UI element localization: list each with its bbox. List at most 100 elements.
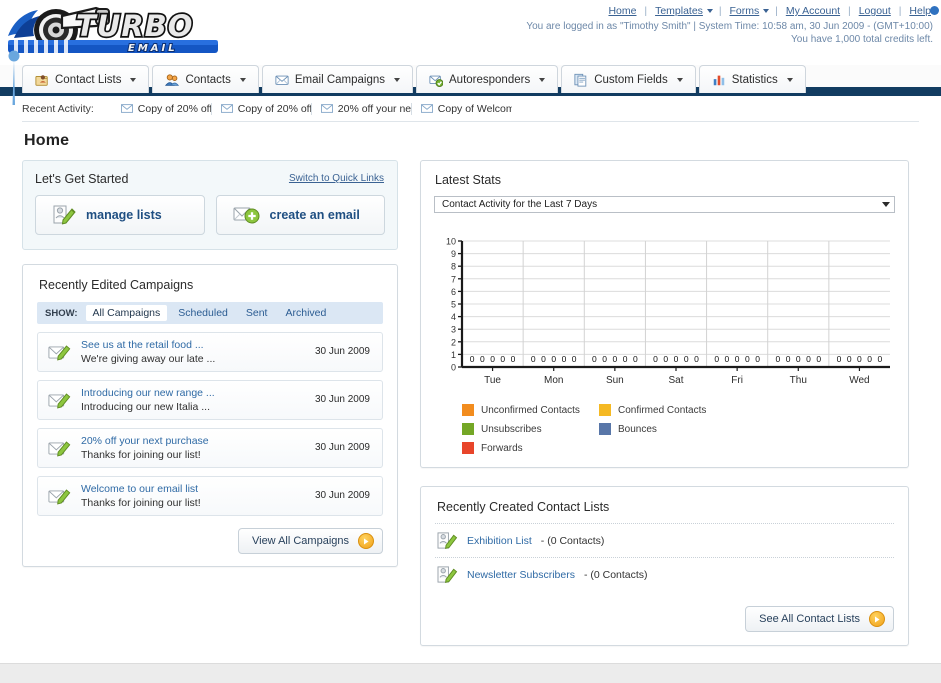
legend-swatch-3: [599, 423, 611, 435]
recent-activity-bar: Recent Activity: Copy of 20% off yc Copy…: [0, 96, 941, 121]
header-link-2[interactable]: Forms: [728, 5, 770, 17]
svg-text:0: 0: [562, 354, 567, 364]
svg-text:0: 0: [500, 354, 505, 364]
campaign-date: 30 Jun 2009: [314, 490, 370, 501]
svg-text:0: 0: [775, 354, 780, 364]
nav-item-email-campaigns[interactable]: Email Campaigns: [261, 65, 413, 93]
nav-item-contacts[interactable]: Contacts: [152, 65, 259, 93]
help-dot-icon: [930, 6, 939, 15]
header-divider: |: [898, 5, 902, 17]
chevron-down-icon: [394, 77, 400, 82]
campaign-filter-bar: SHOW: All Campaigns Scheduled Sent Archi…: [37, 302, 383, 324]
campaign-title[interactable]: Welcome to our email list: [81, 483, 199, 495]
campaign-title[interactable]: 20% off your next purchase: [81, 435, 209, 447]
chevron-down-icon: [539, 77, 546, 82]
contact-list-name[interactable]: Exhibition List: [467, 534, 532, 547]
campaign-title[interactable]: Introducing our new range ...: [81, 387, 215, 399]
svg-text:0: 0: [837, 354, 842, 364]
svg-text:0: 0: [612, 354, 617, 364]
chevron-down-icon: [706, 8, 713, 13]
svg-text:0: 0: [786, 354, 791, 364]
login-status-text: You are logged in as "Timothy Smith" | S…: [526, 21, 933, 32]
svg-text:0: 0: [867, 354, 872, 364]
campaign-date: 30 Jun 2009: [314, 394, 370, 405]
legend-swatch-1: [599, 404, 611, 416]
header-link-3[interactable]: My Account: [785, 5, 841, 17]
view-all-campaigns-label: View All Campaigns: [251, 535, 349, 547]
svg-text:0: 0: [451, 363, 456, 373]
app-header: TURBO EMAIL Home | Templates | Forms | M…: [0, 0, 941, 65]
nav-item-custom-fields[interactable]: Custom Fields: [561, 65, 696, 93]
campaign-subtitle: Thanks for joining our list!: [81, 449, 201, 461]
svg-text:0: 0: [663, 354, 668, 364]
main-navigation: Contact Lists Contacts Email Campaigns: [0, 65, 941, 96]
nav-item-autoresponders[interactable]: Autoresponders: [416, 65, 559, 93]
bar-chart-icon: [713, 75, 724, 85]
contact-list-name[interactable]: Newsletter Subscribers: [467, 568, 575, 581]
svg-text:9: 9: [451, 249, 456, 259]
legend-label: Forwards: [481, 442, 523, 454]
recent-campaigns-panel: Recently Edited Campaigns SHOW: All Camp…: [22, 264, 398, 567]
nav-item-contact-lists[interactable]: Contact Lists: [22, 65, 150, 93]
switch-to-quick-links-link[interactable]: Switch to Quick Links: [288, 173, 384, 184]
campaign-row[interactable]: Introducing our new range ... Introducin…: [37, 380, 383, 420]
contact-lists-panel: Recently Created Contact Lists Exhibitio…: [420, 486, 909, 646]
arrow-right-icon: [358, 533, 374, 549]
header-link-5[interactable]: Help: [909, 5, 931, 17]
campaign-row[interactable]: 20% off your next purchase Thanks for jo…: [37, 428, 383, 468]
campaign-date: 30 Jun 2009: [314, 346, 370, 357]
custom-fields-icon: [574, 73, 587, 87]
stats-range-value: Contact Activity for the Last 7 Days: [442, 199, 598, 210]
recent-activity-item[interactable]: Copy of 20% off yc: [112, 102, 212, 115]
svg-text:0: 0: [490, 354, 495, 364]
filter-sent[interactable]: Sent: [245, 307, 268, 319]
contact-list-count: - (0 Contacts): [540, 534, 605, 547]
filter-scheduled[interactable]: Scheduled: [178, 307, 228, 319]
right-column: Latest Stats Contact Activity for the La…: [420, 160, 909, 646]
filter-archived[interactable]: Archived: [285, 307, 327, 319]
recent-activity-item[interactable]: Copy of Welcome to: [412, 103, 512, 115]
contact-lists-icon: [35, 74, 48, 86]
contact-activity-chart: 0 1 2 3 4 5 6 7 8 9 10 0 0 0 0 0 Tue 0 0 0 0 0 Mon 0 0 0 0 0 Sun 0 0 0 0…: [434, 235, 895, 395]
recent-activity-text: Copy of 20% off yc: [237, 102, 312, 115]
manage-lists-button[interactable]: manage lists: [35, 195, 205, 235]
nav-tabs: Contact Lists Contacts Email Campaigns: [22, 65, 809, 93]
campaign-envelope-edit-icon: [48, 344, 71, 360]
campaign-title[interactable]: See us at the retail food ...: [81, 339, 204, 351]
nav-label: Contact Lists: [55, 73, 122, 86]
svg-text:10: 10: [446, 237, 456, 247]
header-links[interactable]: Home | Templates | Forms | My Account | …: [606, 5, 933, 17]
app-logo: TURBO EMAIL: [4, 2, 222, 58]
contact-list-row[interactable]: Newsletter Subscribers - (0 Contacts): [435, 557, 894, 591]
contact-list-row[interactable]: Exhibition List - (0 Contacts): [435, 523, 894, 557]
create-an-email-button[interactable]: create an email: [215, 195, 385, 235]
campaign-row[interactable]: Welcome to our email list Thanks for joi…: [37, 476, 383, 516]
svg-text:2: 2: [451, 337, 456, 347]
credits-text: You have 1,000 total credits left.: [791, 34, 933, 45]
svg-text:0: 0: [796, 354, 801, 364]
header-divider: |: [848, 5, 851, 17]
campaign-row[interactable]: See us at the retail food ... We're givi…: [37, 332, 383, 372]
svg-text:0: 0: [633, 354, 638, 364]
svg-text:7: 7: [451, 274, 456, 284]
chevron-down-icon: [130, 77, 137, 82]
svg-text:Sat: Sat: [668, 375, 683, 386]
stats-range-select[interactable]: Contact Activity for the Last 7 Days: [434, 196, 895, 213]
svg-text:0: 0: [531, 354, 536, 364]
recent-activity-item[interactable]: 20% off your next: [312, 102, 412, 115]
view-all-campaigns-button[interactable]: View All Campaigns: [237, 528, 383, 554]
chevron-down-icon: [786, 77, 793, 82]
filter-all-campaigns[interactable]: All Campaigns: [85, 305, 168, 321]
header-link-0[interactable]: Home: [608, 5, 637, 17]
nav-item-statistics[interactable]: Statistics: [698, 65, 806, 93]
see-all-contact-lists-button[interactable]: See All Contact Lists: [745, 606, 894, 632]
legend-label: Confirmed Contacts: [618, 404, 707, 416]
contact-list-count: - (0 Contacts): [583, 568, 648, 581]
header-link-4[interactable]: Logout: [858, 5, 891, 17]
contacts-icon: [165, 73, 180, 86]
recent-activity-item[interactable]: Copy of 20% off yc: [212, 102, 312, 115]
svg-text:Thu: Thu: [790, 375, 807, 386]
campaign-subtitle: Thanks for joining our list!: [81, 497, 201, 509]
header-link-1[interactable]: Templates: [653, 5, 713, 17]
contact-list-edit-icon: [437, 532, 458, 550]
